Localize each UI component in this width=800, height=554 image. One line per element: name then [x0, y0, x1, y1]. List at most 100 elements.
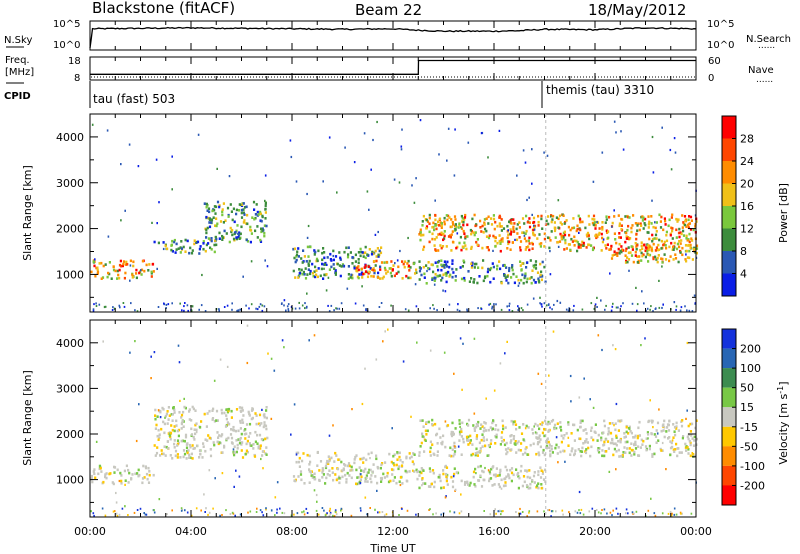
echo-cell: [238, 203, 241, 206]
echo-cell: [648, 253, 652, 257]
echo-cell: [443, 222, 446, 226]
echo-cell: [587, 214, 590, 218]
ground-cell: [130, 302, 132, 305]
echo-cell: [215, 217, 218, 220]
ground-cell: [283, 512, 286, 515]
ground-cell: [551, 308, 553, 311]
noise-cell: [260, 457, 262, 461]
echo-cell: [636, 255, 639, 258]
echo-cell: [663, 419, 666, 423]
echo-cell: [474, 224, 477, 228]
noise-cell: [461, 388, 463, 391]
echo-cell: [220, 411, 224, 415]
echo-cell: [168, 434, 171, 437]
echo-cell: [90, 270, 93, 274]
echo-cell: [641, 219, 644, 222]
noise-cell: [622, 148, 625, 151]
echo-cell: [531, 269, 534, 272]
echo-cell: [481, 433, 484, 436]
echo-cell: [135, 272, 138, 275]
echo-cell: [627, 258, 631, 261]
echo-cell: [255, 203, 258, 206]
echo-cell: [258, 413, 262, 417]
echo-cell: [370, 451, 373, 455]
echo-cell: [487, 444, 490, 447]
noise-cell: [654, 221, 656, 224]
ground-cell: [432, 304, 434, 307]
ground-cell: [340, 302, 343, 305]
noise-cell: [359, 482, 362, 485]
echo-cell: [524, 447, 527, 451]
echo-cell: [131, 473, 134, 476]
noise-cell: [493, 389, 496, 392]
echo-cell: [386, 475, 389, 478]
echo-cell: [252, 447, 255, 450]
echo-cell: [503, 264, 506, 268]
echo-cell: [521, 453, 525, 456]
noise-cell: [140, 269, 142, 272]
echo-cell: [482, 279, 485, 283]
colorbar-tick-label: 20: [740, 178, 754, 191]
echo-cell: [398, 465, 401, 468]
echo-cell: [135, 268, 138, 272]
echo-cell: [571, 240, 574, 243]
ground-cell: [330, 304, 333, 307]
ground-cell: [326, 512, 328, 515]
echo-cell: [364, 480, 367, 483]
echo-cell: [254, 430, 257, 434]
colorbar-swatch: [722, 485, 736, 505]
echo-cell: [437, 224, 441, 227]
echo-cell: [557, 217, 560, 221]
echo-cell: [522, 231, 525, 234]
echo-cell: [527, 426, 530, 429]
echo-cell: [675, 427, 678, 430]
ground-cell: [501, 510, 503, 513]
echo-cell: [154, 427, 157, 430]
ground-cell: [631, 302, 634, 305]
ground-cell: [561, 509, 564, 512]
echo-cell: [347, 462, 351, 465]
echo-cell: [419, 231, 422, 234]
noise-cell: [454, 128, 456, 131]
colorbar-frame: [721, 328, 737, 506]
echo-cell: [670, 241, 673, 245]
echo-cell: [693, 435, 696, 439]
echo-cell: [660, 449, 663, 452]
ground-cell: [179, 302, 181, 305]
echo-cell: [116, 277, 119, 280]
echo-cell: [231, 233, 234, 237]
echo-cell: [486, 270, 489, 274]
echo-cell: [541, 227, 544, 230]
echo-cell: [687, 452, 690, 455]
echo-cell: [426, 429, 429, 433]
echo-cell: [422, 425, 425, 428]
echo-cell: [586, 231, 590, 235]
colorbar-swatch: [722, 251, 736, 274]
echo-cell: [94, 274, 97, 278]
echo-cell: [265, 416, 268, 420]
echo-cell: [613, 232, 616, 235]
echo-cell: [479, 474, 482, 478]
echo-cell: [664, 223, 667, 226]
ground-cell: [259, 303, 262, 306]
echo-cell: [485, 229, 488, 233]
echo-cell: [380, 480, 383, 483]
echo-cell: [467, 443, 470, 446]
echo-cell: [418, 269, 422, 273]
echo-cell: [431, 469, 435, 472]
echo-cell: [338, 264, 341, 267]
echo-cell: [93, 264, 96, 268]
echo-cell: [401, 461, 404, 464]
ground-cell: [390, 304, 392, 307]
echo-cell: [434, 261, 437, 264]
echo-cell: [475, 437, 478, 441]
echo-cell: [429, 454, 432, 457]
echo-cell: [618, 242, 621, 246]
echo-cell: [343, 463, 346, 466]
noise-cell: [658, 279, 660, 282]
echo-cell: [605, 229, 608, 233]
echo-cell: [104, 263, 107, 266]
echo-cell: [527, 239, 530, 243]
echo-cell: [112, 265, 115, 269]
echo-cell: [648, 220, 651, 224]
